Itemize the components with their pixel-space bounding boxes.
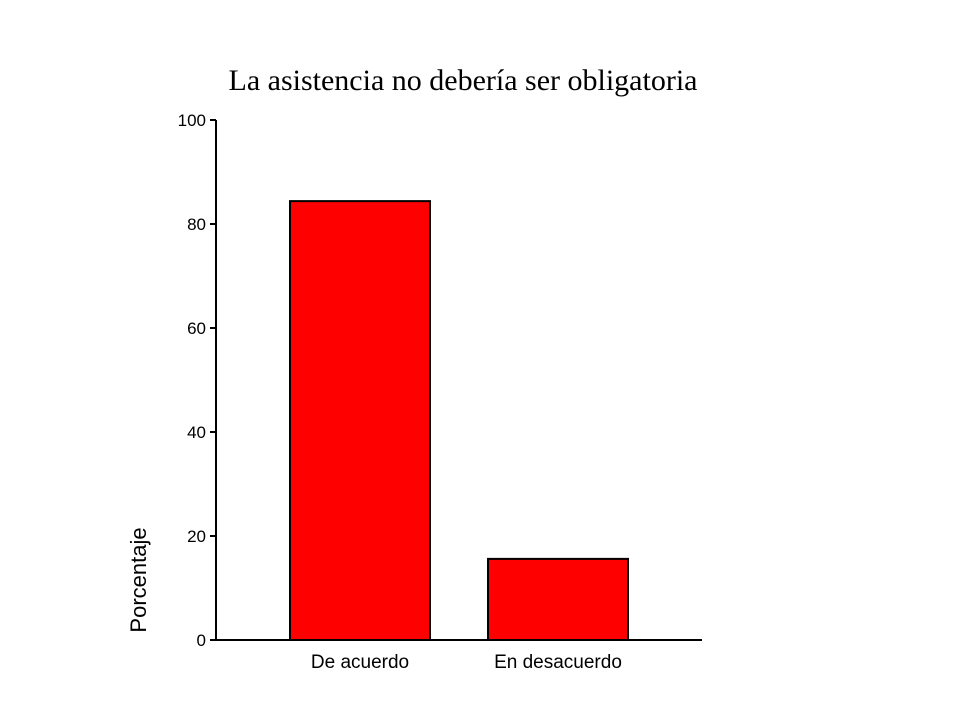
y-tick-label-60: 60	[187, 319, 206, 338]
x-tick-label-de-acuerdo: De acuerdo	[311, 652, 409, 673]
x-tick-label-en-desacuerdo: En desacuerdo	[494, 652, 622, 673]
bar-en-desacuerdo	[487, 557, 629, 642]
y-tick-label-0: 0	[197, 631, 206, 650]
y-tick-label-80: 80	[187, 215, 206, 234]
y-tick-label-20: 20	[187, 527, 206, 546]
axes-layer	[215, 120, 702, 641]
bar-de-acuerdo	[289, 200, 431, 641]
x-categories-layer: De acuerdo En desacuerdo	[311, 652, 622, 673]
bars-layer	[289, 200, 629, 642]
y-axis-label: Porcentaje	[126, 527, 151, 632]
y-tick-label-40: 40	[187, 423, 206, 442]
y-tick-label-100: 100	[178, 111, 206, 130]
chart-title: La asistencia no debería ser obligatoria	[229, 64, 698, 97]
y-ticks-layer: 0 20 40 60 80 100	[178, 111, 216, 650]
